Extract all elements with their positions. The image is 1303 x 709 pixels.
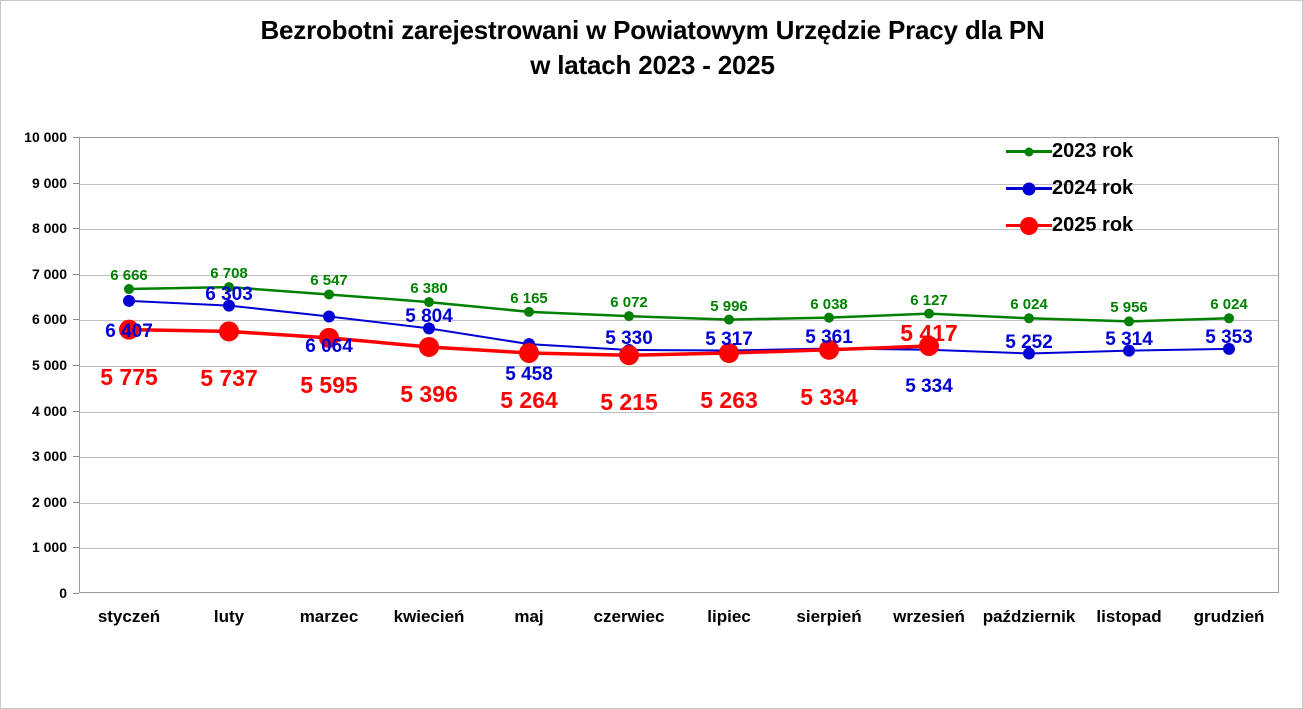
chart-legend: 2023 rok 2024 rok 2025 rok [1006,133,1186,244]
legend-marker-icon [1006,216,1052,236]
data-label: 6 407 [105,320,153,342]
y-axis-tick-mark [73,228,79,230]
y-axis-tick-label: 3 000 [31,448,67,465]
gridline [80,320,1278,322]
gridline [80,183,1278,185]
data-label: 6 038 [810,295,848,313]
data-label: 5 956 [1110,299,1148,317]
y-axis-tick-label: 6 000 [31,311,67,328]
gridline [80,366,1278,367]
legend-marker-icon [1006,179,1052,199]
data-label: 6 708 [210,265,248,283]
y-axis-tick-label: 4 000 [31,402,67,419]
data-label: 5 458 [505,364,553,386]
x-axis-tick-label: sierpień [796,607,862,626]
y-axis-tick-mark [73,501,79,503]
data-label: 6 165 [510,289,548,307]
legend-item[interactable]: 2023 rok [1006,133,1186,170]
data-label: 5 215 [600,389,658,416]
data-label: 5 361 [805,326,853,348]
data-label: 5 737 [200,365,258,392]
data-label: 5 317 [705,328,753,350]
y-axis-tick-label: 9 000 [31,174,67,191]
x-axis-tick-label: maj [514,607,544,626]
gridline [80,229,1278,231]
y-axis-tick-mark [73,365,79,366]
y-axis-tick-label: 10 000 [24,129,67,145]
legend-label: 2023 rok [1052,140,1134,162]
data-label: 6 064 [305,336,353,358]
x-axis-tick-label: listopad [1096,607,1162,626]
data-label: 5 263 [700,387,758,413]
y-axis-tick-label: 5 000 [31,357,67,373]
data-label: 5 353 [1205,326,1253,348]
gridline [80,548,1278,550]
x-axis-tick-label: październik [982,607,1076,626]
data-label: 6 666 [110,267,148,285]
x-axis-tick-label: lipiec [707,607,751,626]
chart-title-line-1: Bezrobotni zarejestrowani w Powiatowym U… [260,15,1045,45]
y-axis-tick-label: 2 000 [31,493,67,510]
gridline [80,502,1278,504]
data-label: 5 252 [1005,331,1053,353]
y-axis-tick-label: 1 000 [31,539,67,556]
legend-label: 2024 rok [1052,177,1134,199]
y-axis-tick-label: 8 000 [31,220,67,237]
y-axis-tick-mark [73,410,79,412]
legend-item[interactable]: 2025 rok [1006,207,1186,244]
data-label: 5 396 [400,380,458,407]
y-axis-tick-mark [73,456,79,458]
data-label: 6 127 [910,291,948,309]
gridline [80,411,1278,413]
x-axis-tick-label: styczeń [97,607,161,626]
x-axis-tick-label: grudzień [1193,607,1265,626]
plot-area [79,137,1279,593]
y-axis-tick-label: 7 000 [31,265,67,282]
x-axis-tick-label: kwiecień [393,607,465,626]
data-label: 6 380 [410,280,448,298]
data-label: 6 547 [310,272,348,290]
gridline [80,274,1278,276]
y-axis-tick-mark [73,182,79,184]
data-label: 5 330 [605,327,653,349]
data-label: 5 314 [1105,328,1153,350]
gridline [80,457,1278,459]
x-axis-tick-label: wrzesień [893,607,965,626]
x-axis-tick-label: marzec [299,607,359,626]
data-label: 5 417 [900,319,958,346]
y-axis-tick-mark [73,547,79,549]
data-label: 5 595 [300,371,358,398]
y-axis-tick-mark [73,137,79,138]
chart-title-line-2: w latach 2023 - 2025 [530,50,775,81]
chart-title: Bezrobotni zarejestrowani w Powiatowym U… [1,13,1302,83]
data-label: 5 775 [100,363,158,390]
data-label: 6 024 [1210,296,1248,314]
legend-label: 2025 rok [1052,214,1134,236]
y-axis-tick-mark [73,319,79,321]
legend-item[interactable]: 2024 rok [1006,170,1186,207]
data-label: 6 072 [610,294,648,312]
y-axis-tick-mark [73,273,79,275]
data-label: 5 996 [710,297,748,315]
data-label: 5 334 [905,375,953,397]
data-label: 6 024 [1010,296,1048,314]
data-label: 5 804 [405,306,453,328]
data-label: 5 334 [800,383,858,410]
x-axis-tick-label: luty [213,607,245,626]
legend-marker-icon [1006,142,1052,162]
data-label: 6 303 [205,283,253,305]
y-axis-tick-mark [73,593,79,594]
data-label: 5 264 [500,386,558,413]
y-axis-tick-label: 0 [59,585,67,601]
x-axis-tick-label: czerwiec [593,607,665,626]
